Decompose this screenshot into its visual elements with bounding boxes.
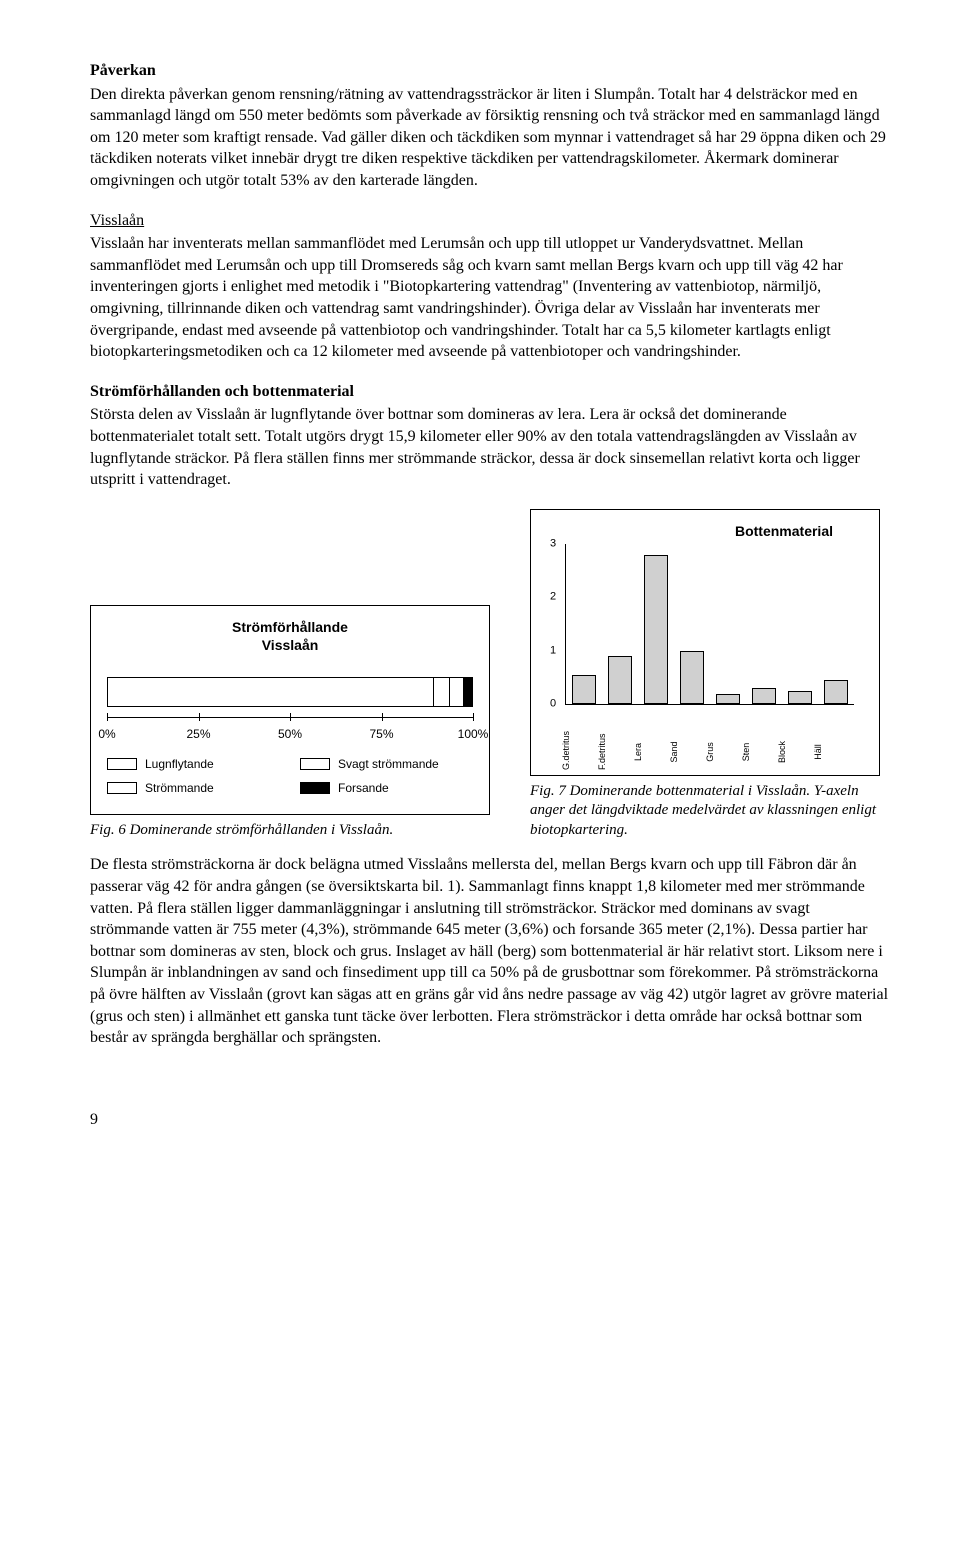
vbar: [644, 555, 668, 704]
vbar: [752, 688, 776, 704]
vbar: [680, 651, 704, 704]
paragraph-closing: De flesta strömsträckorna är dock belägn…: [90, 854, 890, 1048]
hbar-axis: 0%25%50%75%100%: [107, 717, 473, 742]
vbar: [572, 675, 596, 704]
vbar-ytick: 3: [550, 536, 556, 551]
strom-legend: Lugnflytande Svagt strömmande Strömmande Fo…: [107, 756, 473, 796]
legend-item: Forsande: [300, 780, 473, 796]
vbar-xlabels: G.detritusF.detritusLeraSandGrusStenBloc…: [565, 711, 853, 757]
vbar-ytick: 1: [550, 643, 556, 658]
section-heading-strom: Strömförhållanden och bottenmaterial: [90, 381, 890, 403]
vbar-xlabel: Häll: [812, 734, 858, 770]
hbar-segment: [434, 678, 451, 706]
legend-item: Strömmande: [107, 780, 280, 796]
vbar-ytick: 0: [550, 696, 556, 711]
legend-item: Lugnflytande: [107, 756, 280, 772]
hbar-segment: [450, 678, 464, 706]
hbar-tick-label: 50%: [278, 726, 302, 742]
vbar: [608, 656, 632, 704]
hbar-segment: [108, 678, 434, 706]
vbar: [716, 694, 740, 704]
section-heading-paverkan: Påverkan: [90, 60, 890, 82]
hbar-tick-label: 75%: [369, 726, 393, 742]
chart-strom-title-2: Visslaån: [107, 636, 473, 654]
page-number: 9: [90, 1109, 890, 1131]
chart-strom-title-1: Strömförhållande: [107, 618, 473, 636]
section-heading-visslaan: Visslaån: [90, 212, 144, 229]
chart-bottenmaterial: Bottenmaterial 0123 G.detritusF.detritus…: [530, 509, 880, 841]
chart-botten-title: Bottenmaterial: [547, 522, 863, 540]
charts-row: Strömförhållande Visslaån 0%25%50%75%100…: [90, 509, 890, 841]
paragraph-visslaan: Visslaån har inventerats mellan sammanfl…: [90, 233, 890, 363]
hbar-segment: [464, 678, 472, 706]
legend-item: Svagt strömmande: [300, 756, 473, 772]
fig6-caption: Fig. 6 Dominerande strömförhållanden i V…: [90, 821, 490, 841]
hbar-tick-label: 100%: [458, 726, 489, 742]
hbar-tick-label: 25%: [186, 726, 210, 742]
vbar-ytick: 2: [550, 590, 556, 605]
hbar-tick-label: 0%: [98, 726, 115, 742]
paragraph-strom: Största delen av Visslaån är lugnflytand…: [90, 404, 890, 490]
vbar: [788, 691, 812, 704]
vbar: [824, 680, 848, 704]
paragraph-paverkan: Den direkta påverkan genom rensning/rätn…: [90, 84, 890, 192]
hbar-track: [107, 677, 473, 707]
fig7-caption: Fig. 7 Dominerande bottenmaterial i Viss…: [530, 782, 880, 841]
vbar-area: 0123: [565, 544, 854, 705]
chart-stromforhallande: Strömförhållande Visslaån 0% 25% 50% 75% 100…: [90, 605, 490, 840]
